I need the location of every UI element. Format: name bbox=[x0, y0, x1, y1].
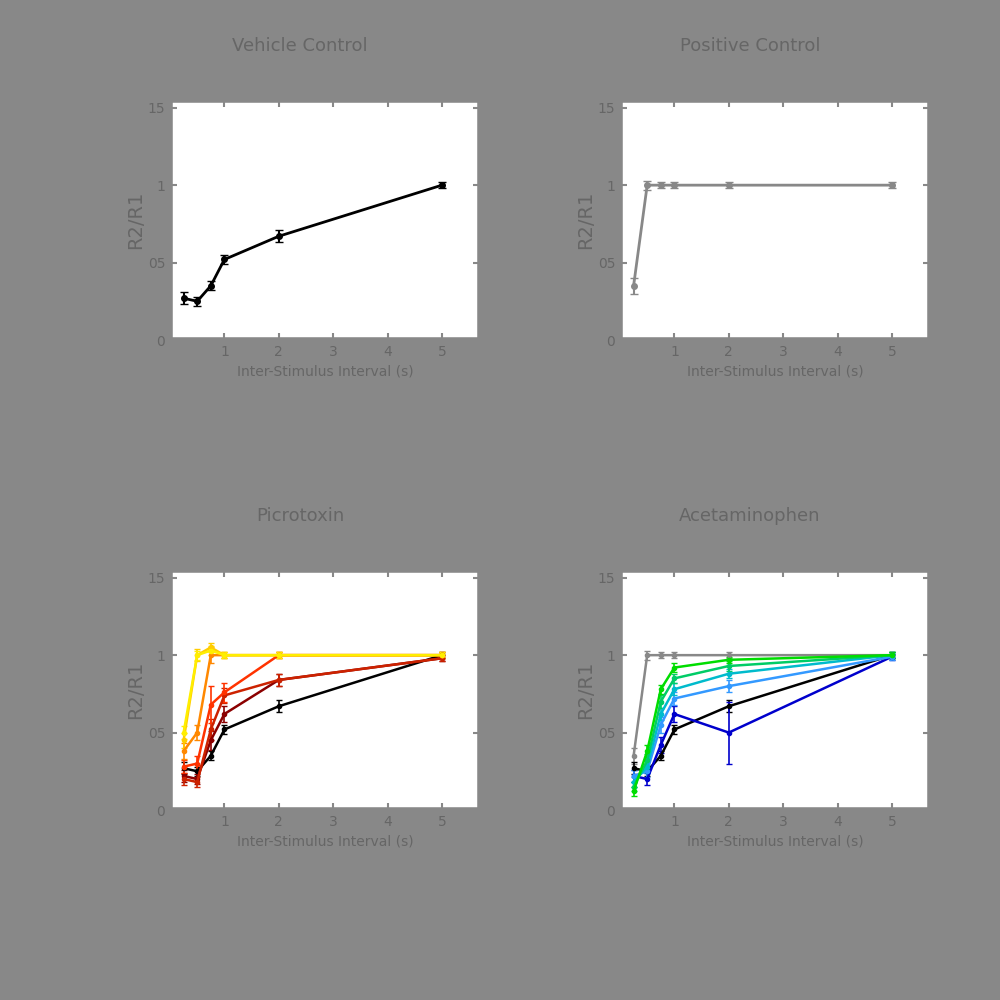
Y-axis label: R2/R1: R2/R1 bbox=[576, 191, 595, 249]
X-axis label: Inter-Stimulus Interval (s): Inter-Stimulus Interval (s) bbox=[687, 364, 863, 378]
Text: Acetaminophen: Acetaminophen bbox=[679, 507, 821, 525]
Y-axis label: R2/R1: R2/R1 bbox=[576, 661, 595, 719]
Y-axis label: R2/R1: R2/R1 bbox=[126, 191, 145, 249]
Text: Picrotoxin: Picrotoxin bbox=[256, 507, 344, 525]
X-axis label: Inter-Stimulus Interval (s): Inter-Stimulus Interval (s) bbox=[687, 834, 863, 848]
Text: Vehicle Control: Vehicle Control bbox=[232, 37, 368, 55]
X-axis label: Inter-Stimulus Interval (s): Inter-Stimulus Interval (s) bbox=[237, 364, 413, 378]
X-axis label: Inter-Stimulus Interval (s): Inter-Stimulus Interval (s) bbox=[237, 834, 413, 848]
Y-axis label: R2/R1: R2/R1 bbox=[126, 661, 145, 719]
Text: Positive Control: Positive Control bbox=[680, 37, 820, 55]
